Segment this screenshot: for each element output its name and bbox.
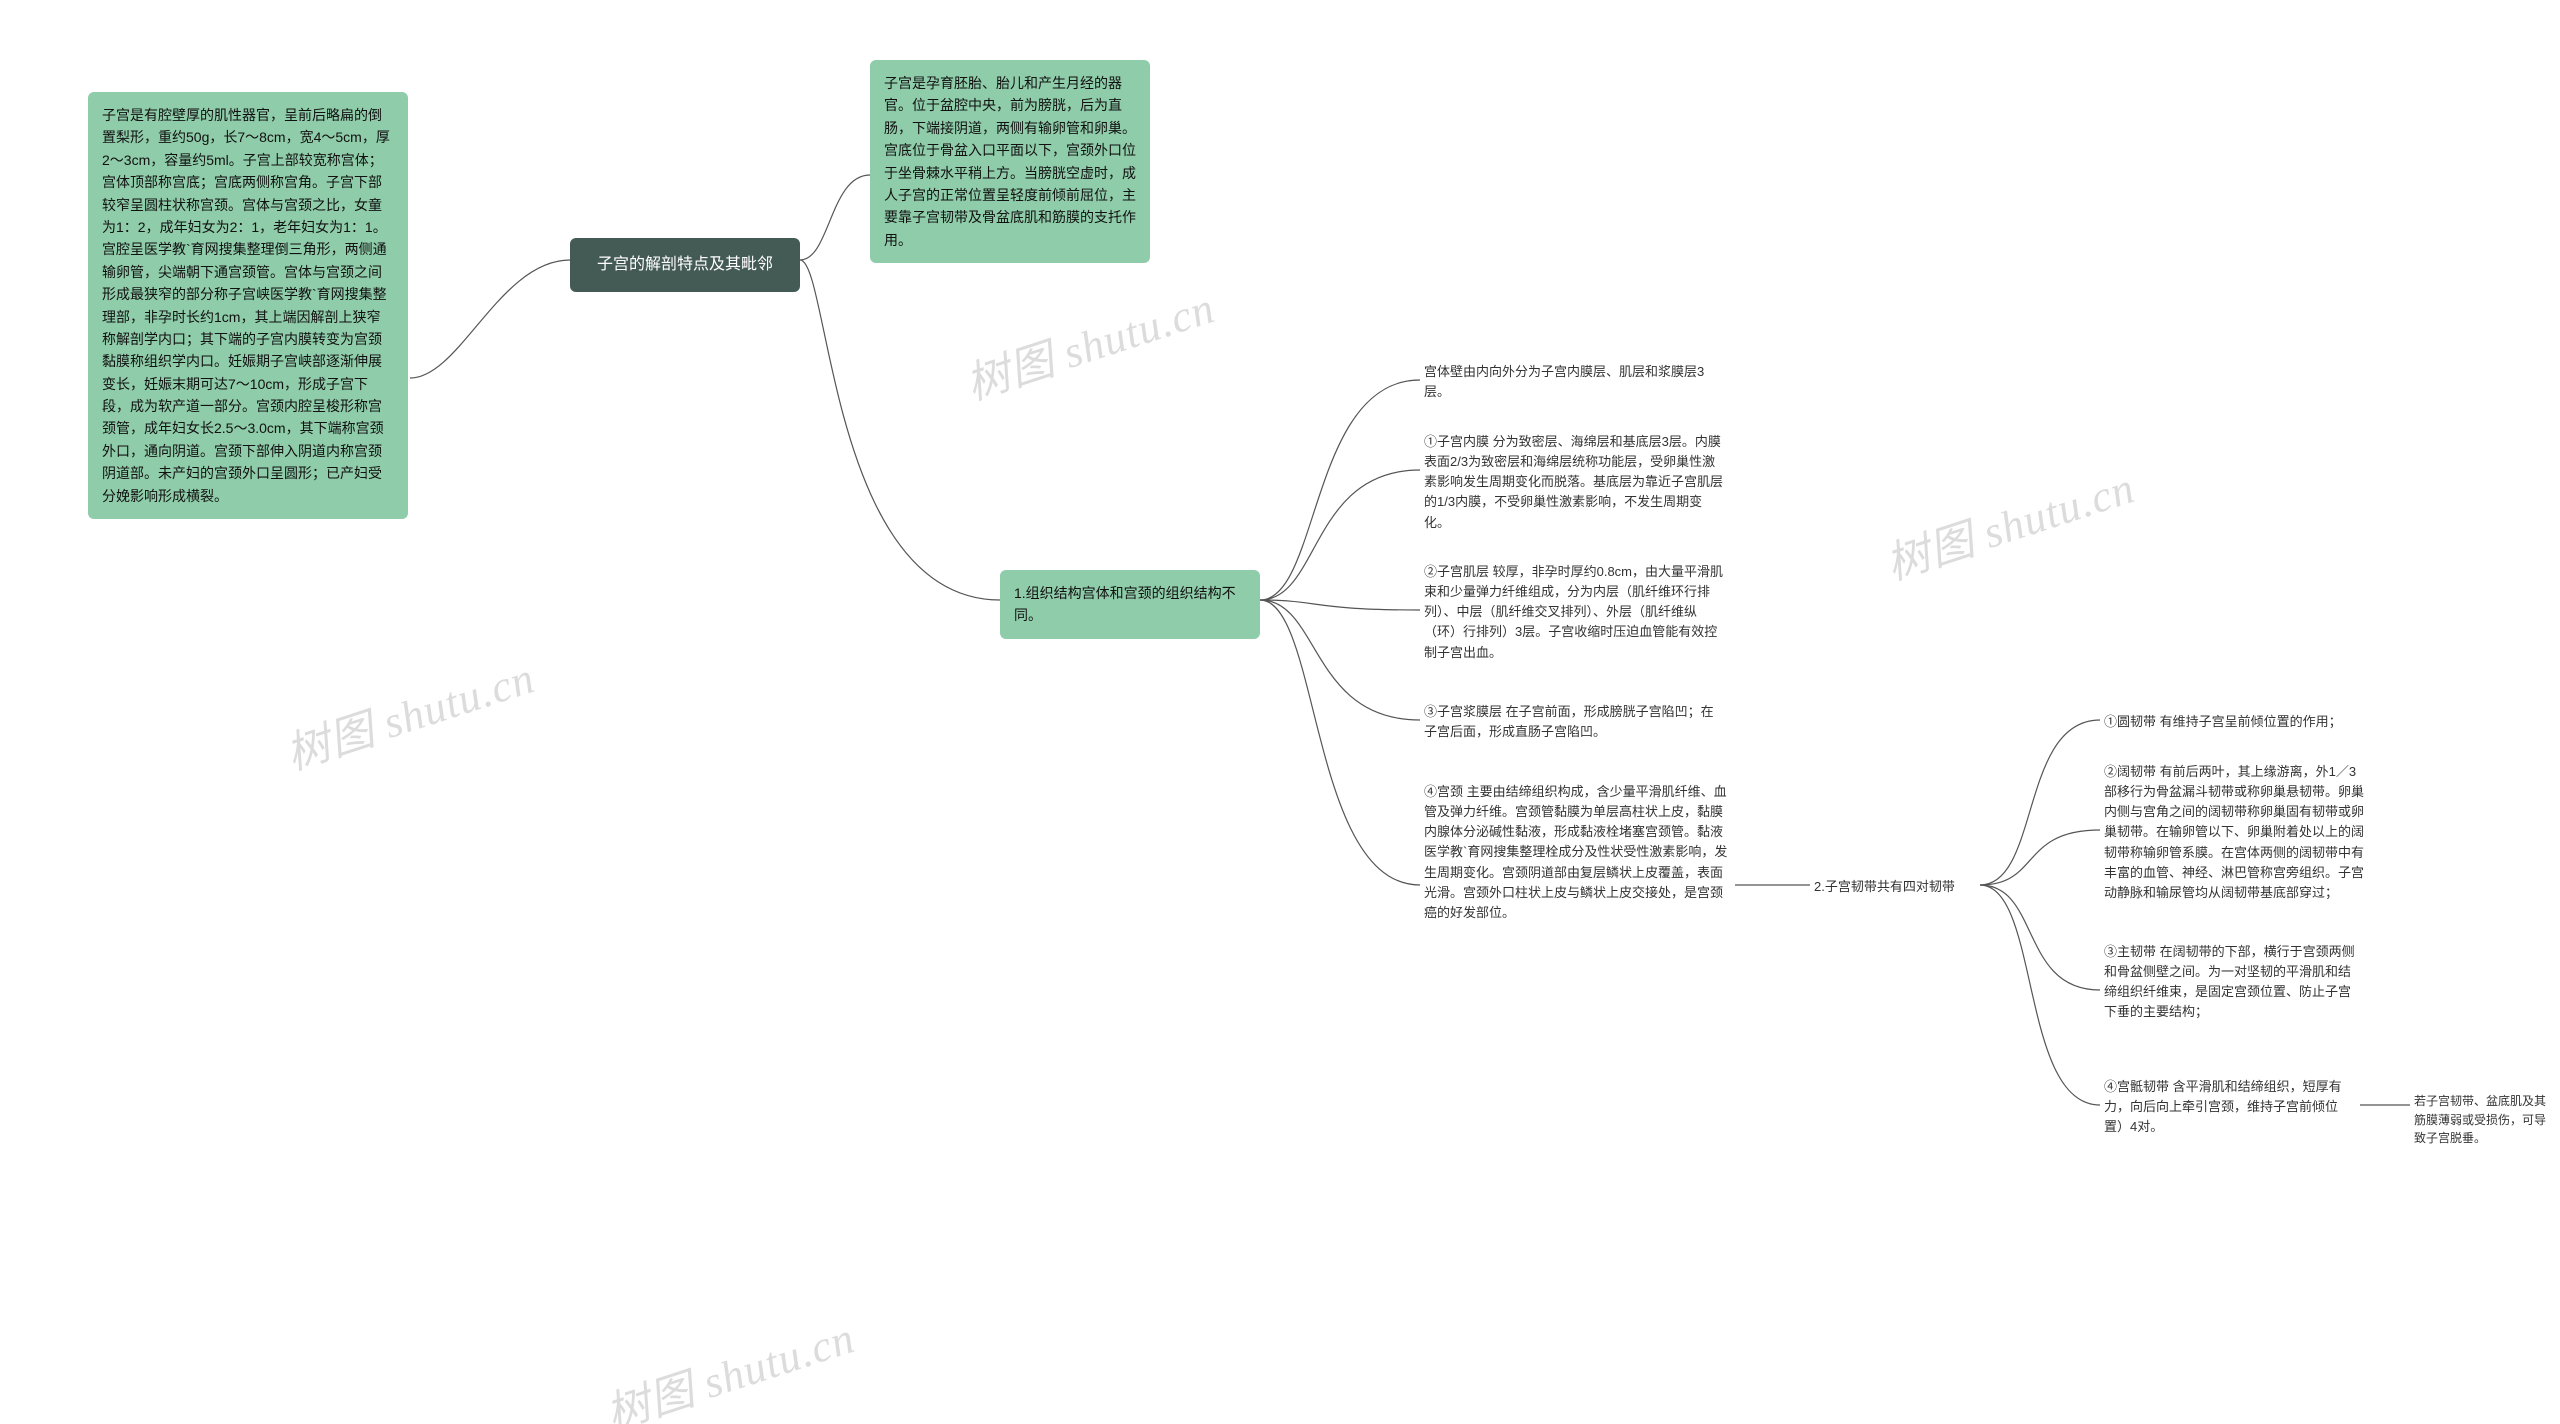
node-s3: ③主韧带 在阔韧带的下部，横行于宫颈两侧和骨盆侧壁之间。为一对坚韧的平滑肌和结缔… [2100, 940, 2360, 1025]
node-c4: ③子宫浆膜层 在子宫前面，形成膀胱子宫陷凹；在子宫后面，形成直肠子宫陷凹。 [1420, 700, 1730, 744]
node-c1: 宫体壁由内向外分为子宫内膜层、肌层和浆膜层3层。 [1420, 360, 1730, 404]
node-ligaments: 2.子宫韧带共有四对韧带 [1810, 875, 1980, 899]
watermark: 树图 shutu.cn [1876, 452, 2141, 593]
node-c5: ④宫颈 主要由结缔组织构成，含少量平滑肌纤维、血管及弹力纤维。宫颈管黏膜为单层高… [1420, 780, 1735, 925]
node-s4-leaf: 若子宫韧带、盆底肌及其筋膜薄弱或受损伤，可导致子宫脱垂。 [2410, 1090, 2550, 1150]
node-s4: ④宫骶韧带 含平滑肌和结缔组织，短厚有力，向后向上牵引宫颈，维持子宫前倾位置）4… [2100, 1075, 2360, 1139]
node-branch-top: 子宫是孕育胚胎、胎儿和产生月经的器官。位于盆腔中央，前为膀胱，后为直肠，下端接阴… [870, 60, 1150, 263]
node-s2: ②阔韧带 有前后两叶，其上缘游离，外1／3部移行为骨盆漏斗韧带或称卵巢悬韧带。卵… [2100, 760, 2370, 905]
node-intro-left: 子宫是有腔壁厚的肌性器官，呈前后略扁的倒置梨形，重约50g，长7～8cm，宽4～… [88, 92, 408, 519]
watermark: 树图 shutu.cn [276, 642, 541, 783]
node-c3: ②子宫肌层 较厚，非孕时厚约0.8cm，由大量平滑肌束和少量弹力纤维组成，分为内… [1420, 560, 1730, 665]
watermark: 树图 shutu.cn [956, 272, 1221, 413]
node-c2: ①子宫内膜 分为致密层、海绵层和基底层3层。内膜表面2/3为致密层和海绵层统称功… [1420, 430, 1730, 535]
node-branch-bottom: 1.组织结构宫体和宫颈的组织结构不同。 [1000, 570, 1260, 639]
node-root: 子宫的解剖特点及其毗邻 [570, 238, 800, 292]
node-s1: ①圆韧带 有维持子宫呈前倾位置的作用； [2100, 710, 2360, 734]
watermark: 树图 shutu.cn [596, 1302, 861, 1424]
